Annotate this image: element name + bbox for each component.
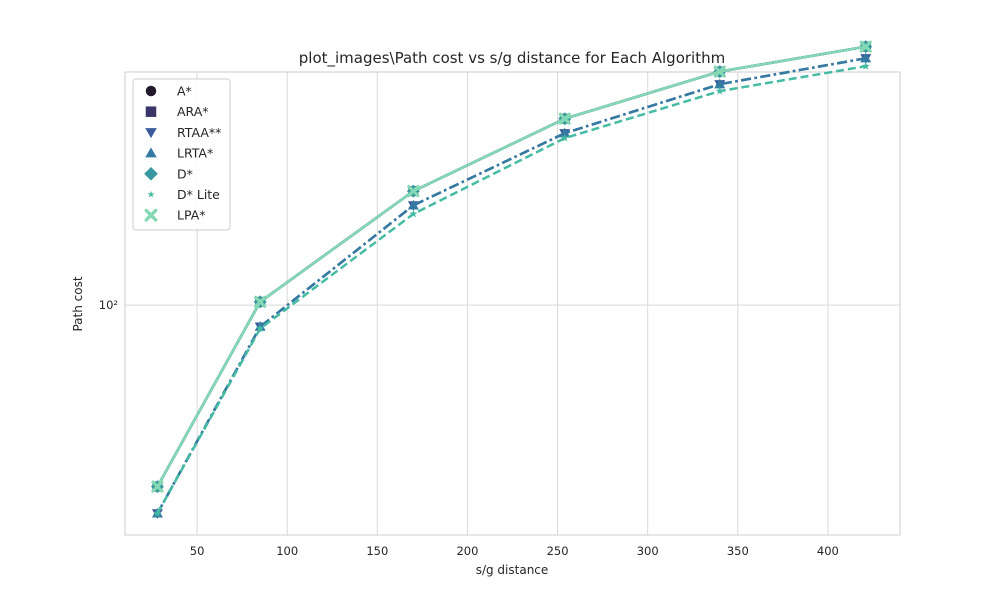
series-group [153,62,870,517]
data-point [144,208,158,222]
legend-item: LPA* [144,208,206,223]
data-point [145,85,157,97]
data-point [859,40,872,53]
x-marker-stroke [558,112,571,125]
legend-item: LRTA* [145,146,213,161]
x-tick-label: 400 [817,544,839,558]
grid [125,72,900,535]
data-point [861,62,870,70]
x-tick-label: 250 [547,544,569,558]
series-line [156,64,866,514]
data-point [147,190,155,198]
data-point [153,509,162,517]
legend-items: A* ARA* RTAA** LRTA* D* D* Lite LPA* [144,84,221,223]
data-point [254,295,267,308]
data-point [151,480,164,493]
x-marker-stroke [151,480,164,493]
data-point [714,78,726,89]
chart-title: plot_images\Path cost vs s/g distance fo… [299,49,725,68]
x-marker-stroke [859,40,872,53]
legend-label: D* Lite [177,187,220,202]
legend-label: RTAA** [177,125,221,140]
x-axis-label: s/g distance [476,563,549,577]
plot-frame [124,71,901,536]
data-point [409,209,418,218]
data-point [145,147,157,158]
series-layer [150,40,873,519]
legend-label: LRTA* [177,146,213,161]
x-marker-stroke [407,185,420,198]
data-point [860,52,872,63]
data-point [560,133,569,142]
x-tick-label: 50 [190,544,205,558]
series-line [156,45,866,488]
tick-labels: 50 100 150 200 250 300 350 400 10² [99,298,839,558]
x-marker-stroke [144,208,158,222]
plot-area [125,72,900,535]
y-axis-label: Path cost [71,276,85,331]
x-tick-label: 100 [276,544,298,558]
series-group [151,40,872,493]
data-point [145,106,157,117]
legend-box [132,78,231,231]
x-tick-label: 300 [637,544,659,558]
legend-label: D* [177,166,193,181]
series-line [156,57,866,514]
legend: A* ARA* RTAA** LRTA* D* D* Lite LPA* [132,78,231,231]
x-marker-stroke [254,295,267,308]
data-point [144,166,158,181]
legend-item: A* [145,84,192,99]
x-tick-label: 200 [456,544,478,558]
legend-item: D* [144,166,193,181]
x-marker-stroke [713,65,726,78]
x-tick-label: 150 [366,544,388,558]
data-point [256,324,265,332]
data-point [715,86,724,95]
legend-label: ARA* [177,104,209,119]
data-point [559,127,571,138]
y-tick-label: 10² [99,298,118,312]
x-tick-label: 350 [727,544,749,558]
legend-item: RTAA** [145,125,221,140]
legend-label: A* [177,84,192,99]
legend-item: ARA* [145,104,209,119]
data-point [145,128,157,139]
data-point [407,185,420,198]
data-point [713,65,726,78]
data-point [558,112,571,125]
legend-item: D* Lite [147,187,220,202]
data-point [407,199,419,210]
legend-label: LPA* [177,208,206,223]
